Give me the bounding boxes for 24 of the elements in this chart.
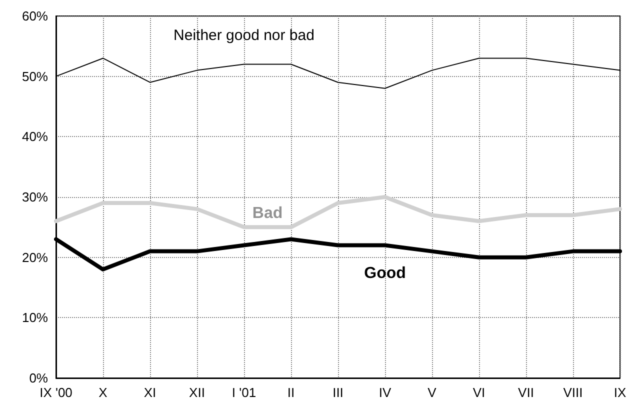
x-tick-label: XI [144, 385, 156, 400]
x-tick-label: IV [378, 385, 392, 400]
line-series [54, 195, 622, 230]
x-tick-label: XII [189, 385, 205, 400]
x-tick-label: IX '00 [40, 385, 72, 400]
x-tick-label: II [287, 385, 295, 400]
y-tick-label: 30% [22, 190, 48, 204]
y-tick-label: 50% [22, 68, 48, 84]
series-label: Good [364, 265, 406, 282]
x-tick-label: VIII [563, 385, 583, 400]
x-tick-label: I '01 [232, 385, 256, 400]
x-tick-label: V [428, 385, 437, 400]
y-tick-label: 10% [22, 310, 48, 326]
series-label: Neither good nor bad [174, 26, 314, 44]
x-tick-label: III [332, 385, 344, 400]
y-tick-label: 60% [22, 8, 48, 24]
x-tick-label: IX [614, 385, 626, 400]
y-tick-label: 40% [22, 129, 48, 144]
series-label: Bad [252, 204, 283, 222]
x-tick-label: VII [518, 385, 534, 400]
y-tick-label: 20% [22, 250, 48, 265]
y-tick-label: 0% [29, 370, 48, 386]
x-tick-label: X [98, 385, 108, 400]
x-tick-label: VI [472, 385, 486, 400]
